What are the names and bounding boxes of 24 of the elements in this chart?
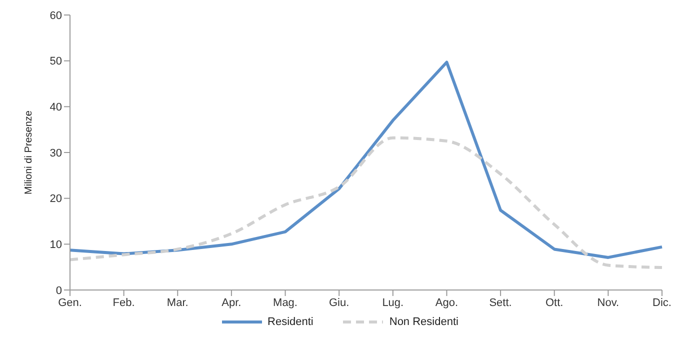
- y-tick-label: 0: [56, 284, 62, 297]
- y-tick-label: 10: [50, 239, 62, 252]
- x-tick-label: Apr.: [222, 296, 242, 309]
- legend-label: Residenti: [268, 316, 314, 328]
- x-tick-label: Gen.: [58, 296, 82, 309]
- x-tick-label: Mar.: [166, 296, 188, 309]
- y-tick-label: 30: [50, 147, 62, 160]
- x-tick-label: Mag.: [273, 296, 298, 309]
- x-tick-label: Dic.: [652, 296, 672, 309]
- x-tick-label: Lug.: [382, 296, 404, 309]
- line-series: [68, 60, 664, 259]
- x-tick-label: Nov.: [597, 296, 620, 309]
- y-axis-title: Milioni di Presenze: [24, 110, 35, 194]
- legend-label: Non Residenti: [389, 316, 458, 328]
- x-tick-label: Ott.: [545, 296, 564, 309]
- y-tick-label: 50: [50, 56, 62, 68]
- y-tick-label: 20: [50, 193, 62, 206]
- line-series: [68, 136, 664, 270]
- y-tick-label: 60: [50, 10, 62, 22]
- y-tick-label: 40: [50, 102, 62, 114]
- x-tick-label: Ago.: [435, 296, 458, 309]
- x-tick-label: Giu.: [328, 296, 350, 309]
- x-tick-label: Sett.: [489, 296, 512, 309]
- x-tick-label: Feb.: [112, 296, 135, 309]
